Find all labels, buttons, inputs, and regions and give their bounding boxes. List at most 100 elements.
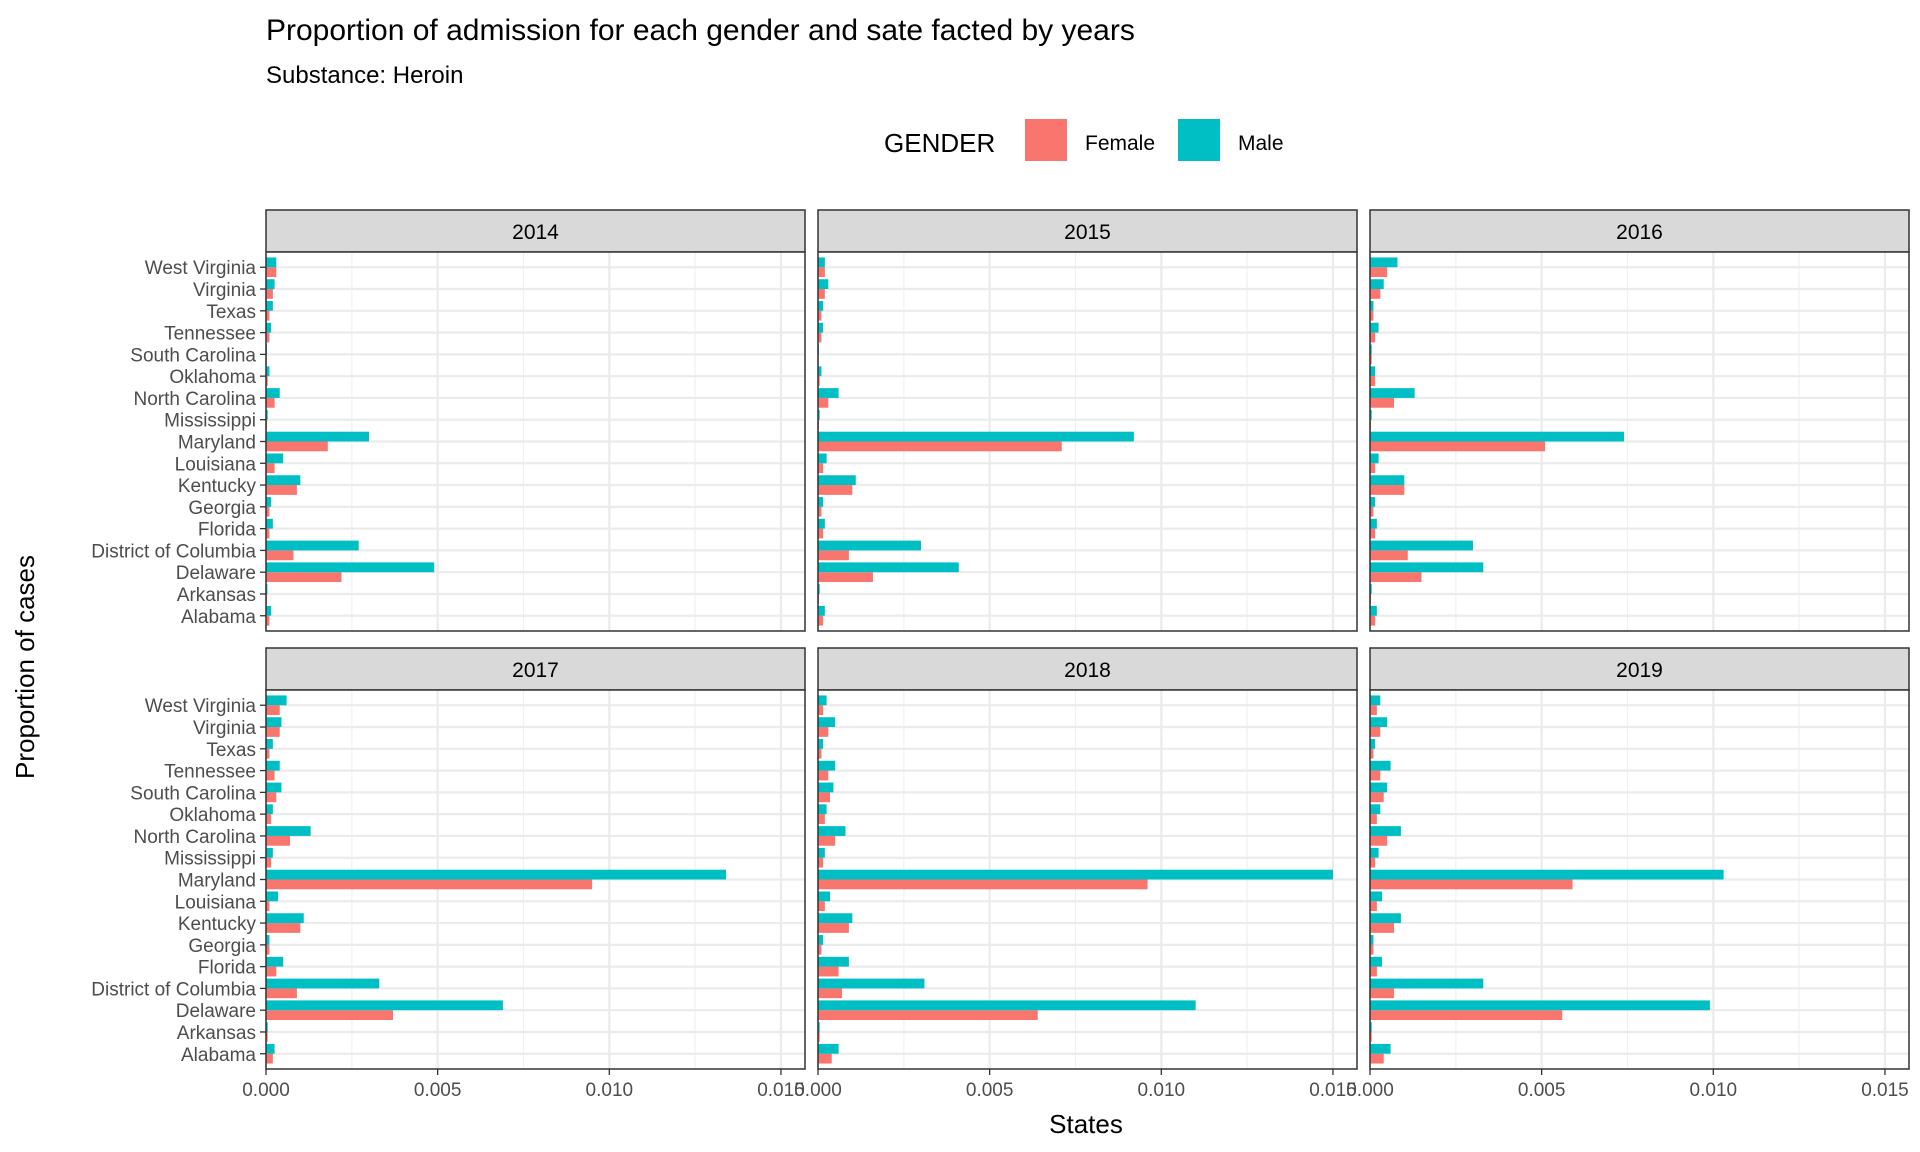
x-tick-label: 0.005 — [966, 1080, 1014, 1101]
x-tick-label: 0.000 — [242, 1080, 290, 1101]
bar-male-district-of-columbia — [1370, 978, 1484, 989]
bar-male-alabama — [818, 605, 825, 616]
bar-female-north-carolina — [266, 835, 291, 846]
x-tick-label: 0.000 — [794, 1080, 842, 1101]
bar-male-north-carolina — [1370, 826, 1401, 836]
legend-male-label: Male — [1238, 132, 1284, 155]
bar-female-north-carolina — [818, 397, 829, 408]
bar-female-georgia — [1370, 506, 1374, 517]
bar-female-arkansas — [818, 1031, 820, 1042]
x-tick-label: 0.015 — [1309, 1080, 1357, 1101]
y-tick-label: Maryland — [178, 871, 256, 892]
bar-male-north-carolina — [818, 826, 846, 836]
y-tick-label: Florida — [198, 520, 257, 541]
bar-female-kentucky — [1370, 485, 1405, 495]
bar-female-texas — [266, 748, 270, 759]
facet-strip-label: 2016 — [1616, 221, 1663, 244]
bar-female-florida — [266, 966, 277, 977]
bar-female-arkansas — [1370, 1031, 1372, 1042]
bar-male-mississippi — [266, 409, 268, 420]
bar-female-virginia — [266, 727, 280, 737]
bar-male-arkansas — [818, 584, 820, 594]
bar-female-district-of-columbia — [1370, 550, 1408, 561]
bar-female-west-virginia — [818, 267, 825, 278]
bar-female-delaware — [818, 572, 873, 582]
bar-male-tennessee — [266, 322, 272, 333]
legend-female-swatch — [1025, 119, 1067, 161]
bar-female-kentucky — [266, 485, 297, 495]
facet-strip — [265, 209, 806, 253]
bar-male-arkansas — [1370, 1022, 1372, 1032]
y-tick-label: Delaware — [176, 1001, 256, 1022]
bar-male-virginia — [1370, 279, 1384, 290]
bar-female-tennessee — [1370, 332, 1376, 343]
y-tick-label: Louisiana — [175, 892, 257, 913]
legend: GENDER Female Male — [884, 119, 1284, 161]
bar-female-kentucky — [818, 485, 853, 495]
bar-female-south-carolina — [1370, 792, 1384, 803]
bar-male-mississippi — [818, 847, 825, 858]
bar-female-georgia — [818, 944, 822, 955]
bar-female-north-carolina — [1370, 835, 1388, 846]
panel-border — [817, 689, 1358, 1070]
bar-male-florida — [266, 518, 273, 529]
facet-strip — [817, 209, 1358, 253]
bar-male-florida — [1370, 518, 1377, 529]
facet-strip-label: 2019 — [1616, 659, 1663, 682]
bar-male-delaware — [1370, 1000, 1710, 1011]
bar-male-arkansas — [818, 1022, 820, 1032]
y-tick-label: West Virginia — [145, 696, 257, 717]
bar-female-maryland — [266, 441, 328, 452]
bar-female-district-of-columbia — [266, 550, 294, 561]
y-tick-label: District of Columbia — [91, 541, 256, 562]
facet-strip — [265, 647, 806, 691]
bar-female-florida — [818, 966, 839, 977]
bar-female-maryland — [1370, 441, 1546, 452]
bar-male-delaware — [266, 562, 435, 573]
bar-female-maryland — [266, 879, 593, 890]
bar-male-tennessee — [1370, 760, 1391, 771]
bar-male-florida — [266, 956, 284, 967]
bar-female-mississippi — [1370, 857, 1376, 868]
bar-male-maryland — [818, 869, 1333, 880]
bar-female-mississippi — [818, 857, 824, 868]
y-tick-label: Virginia — [193, 718, 256, 739]
y-tick-label: Georgia — [188, 936, 256, 957]
bar-male-texas — [818, 301, 824, 311]
bar-male-tennessee — [818, 322, 824, 333]
bar-female-louisiana — [266, 463, 275, 474]
bar-female-south-carolina — [818, 792, 831, 803]
bar-female-west-virginia — [266, 267, 277, 278]
facet-strip-label: 2014 — [512, 221, 559, 244]
bar-male-virginia — [1370, 717, 1388, 728]
bar-female-west-virginia — [1370, 267, 1388, 278]
bar-male-mississippi — [1370, 847, 1379, 858]
bar-female-oklahoma — [266, 814, 272, 824]
bar-male-texas — [818, 739, 824, 749]
bar-female-tennessee — [266, 770, 275, 781]
y-tick-label: Tennessee — [164, 324, 256, 345]
x-tick-label: 0.010 — [586, 1080, 634, 1101]
bar-male-north-carolina — [266, 388, 280, 398]
bar-female-tennessee — [1370, 770, 1381, 781]
bar-male-alabama — [266, 1043, 275, 1054]
bar-male-kentucky — [266, 475, 301, 486]
bar-female-west-virginia — [1370, 705, 1377, 716]
y-tick-label: Alabama — [181, 607, 256, 628]
y-tick-label: Tennessee — [164, 762, 256, 783]
bar-female-tennessee — [818, 770, 829, 781]
bar-male-maryland — [266, 869, 727, 880]
bar-male-georgia — [266, 497, 272, 507]
bar-male-arkansas — [266, 1022, 268, 1032]
bar-male-delaware — [1370, 562, 1484, 573]
bar-female-maryland — [1370, 879, 1573, 890]
y-tick-label: Oklahoma — [169, 805, 256, 826]
facet-panel-2019: 2019 0.000 0.005 0.010 0.015 — [1346, 647, 1910, 1101]
bar-female-virginia — [818, 727, 829, 737]
bar-male-tennessee — [818, 760, 836, 771]
bar-male-georgia — [1370, 497, 1376, 507]
y-tick-label: Oklahoma — [169, 367, 256, 388]
